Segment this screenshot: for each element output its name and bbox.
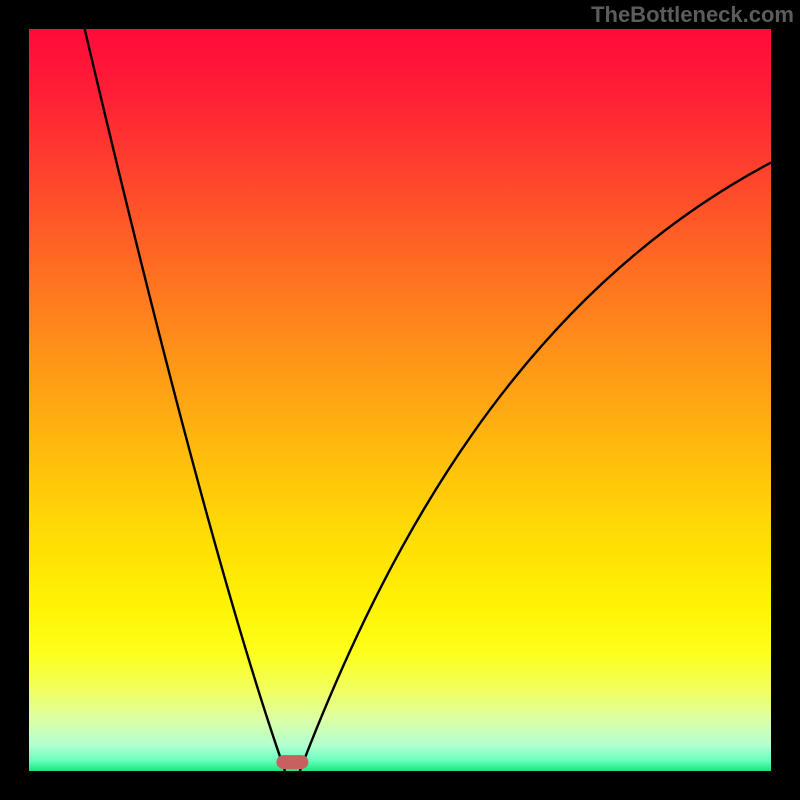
chart-svg [29,29,771,771]
plot-area [29,29,771,771]
curve-left-branch [85,29,285,771]
curve-right-branch [300,163,771,771]
watermark-text: TheBottleneck.com [591,2,794,28]
bottleneck-marker [276,755,308,769]
chart-frame: TheBottleneck.com [0,0,800,800]
